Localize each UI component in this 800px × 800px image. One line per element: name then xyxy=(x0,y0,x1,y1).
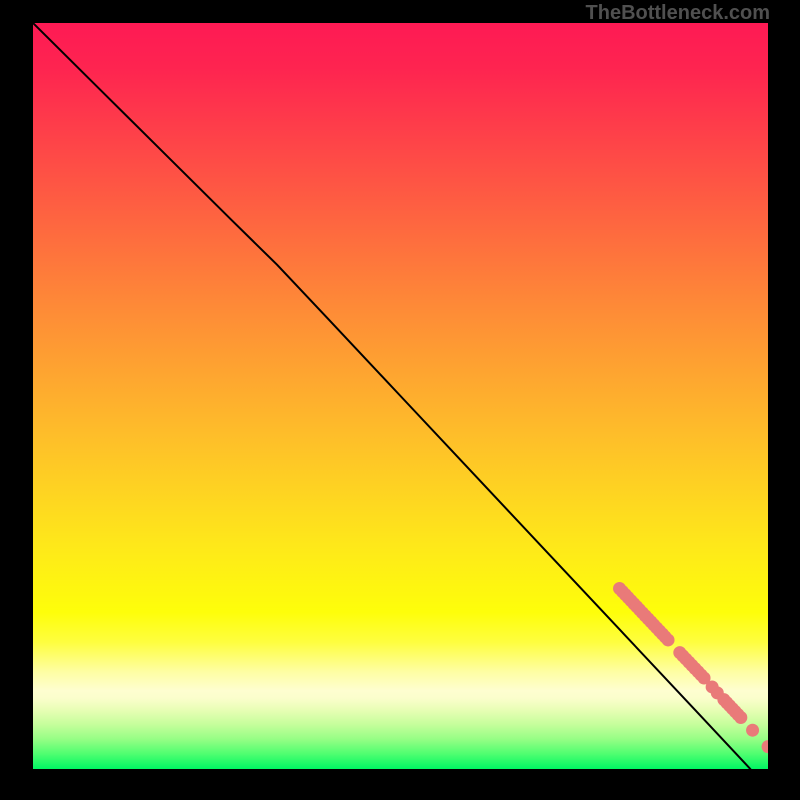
chart-container: TheBottleneck.com xyxy=(0,0,800,800)
plot-svg xyxy=(33,23,768,769)
watermark-text: TheBottleneck.com xyxy=(586,2,770,25)
plot-area xyxy=(33,23,768,769)
